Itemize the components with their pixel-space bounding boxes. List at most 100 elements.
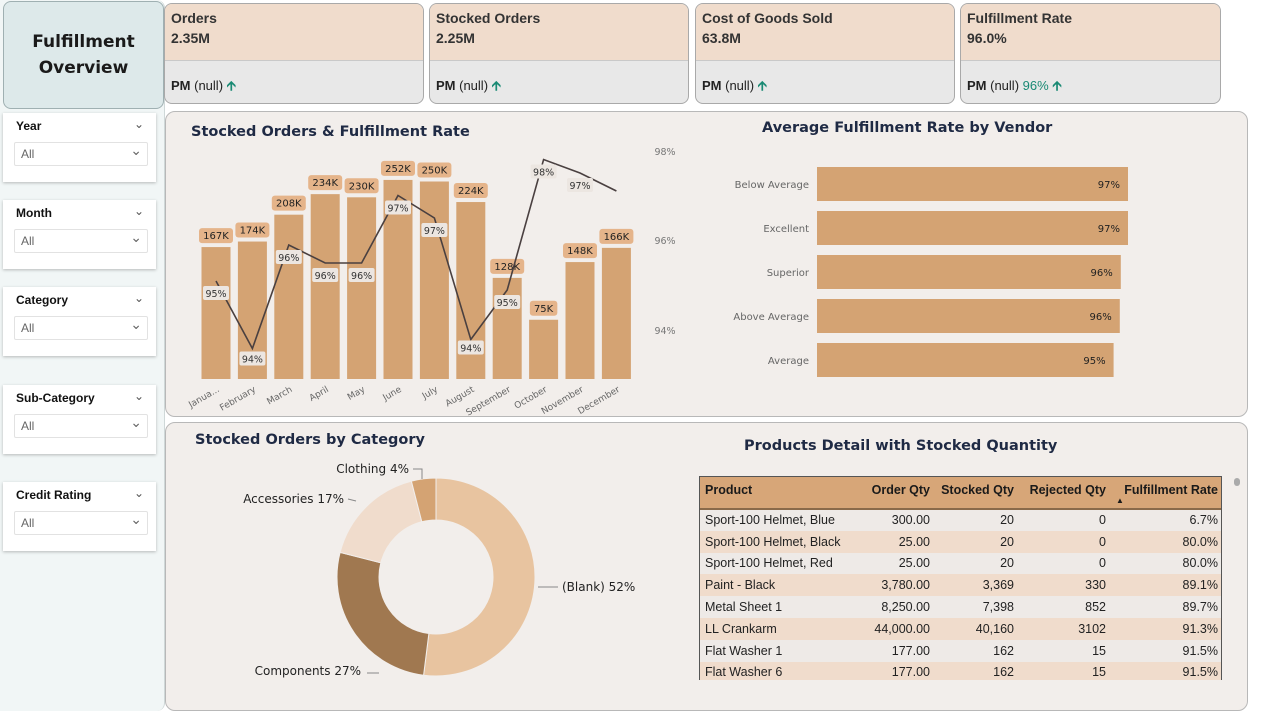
vendor-category-label: Excellent	[763, 224, 809, 235]
bar-september	[492, 277, 522, 379]
table-cell: 0	[1019, 552, 1111, 575]
col-order-qty[interactable]: Order Qty	[863, 477, 935, 510]
line-label: 96%	[351, 271, 372, 282]
y2-tick-label: 94%	[654, 326, 675, 337]
chevron-down-icon: ⌄	[130, 317, 142, 333]
table-row[interactable]: Sport-100 Helmet, Blue 300.00 20 0 6.7%	[700, 509, 1221, 531]
table-cell: 8,250.00	[863, 596, 935, 618]
col-fulfillment-rate[interactable]: Fulfillment Rate ▲	[1111, 477, 1221, 510]
kpi-card-fulfillment-rate: Fulfillment Rate 96.0% PM (null) 96% 🡩	[960, 3, 1221, 104]
kpi-prev-month: PM (null) 🡩	[436, 78, 501, 93]
vendor-category-label: Average	[768, 356, 809, 367]
collapse-chevron-icon[interactable]: ⌄	[133, 117, 144, 131]
page-title-line2: Overview	[38, 58, 129, 78]
data-label-bg	[344, 178, 379, 194]
bar-janua	[201, 247, 231, 379]
vendor-bar	[817, 211, 1128, 245]
data-label-bg	[271, 195, 306, 211]
data-label: 148K	[567, 246, 593, 257]
dropdown-value: All	[21, 147, 35, 161]
collapse-chevron-icon[interactable]: ⌄	[133, 204, 144, 218]
slicer-title: Month	[16, 206, 52, 220]
table-cell: 91.3%	[1111, 617, 1221, 640]
table-cell: 89.7%	[1111, 596, 1221, 618]
combo-chart-title: Stocked Orders & Fulfillment Rate	[191, 124, 470, 140]
collapse-chevron-icon[interactable]: ⌄	[133, 389, 144, 403]
month-dropdown[interactable]: All ⌄	[14, 229, 148, 253]
table-row[interactable]: Metal Sheet 1 8,250.00 7,398 852 89.7%	[700, 596, 1221, 618]
line-label-bg	[239, 351, 266, 366]
table-cell: 80.0%	[1111, 552, 1221, 575]
vendor-bar-label: 96%	[1091, 268, 1113, 279]
col-stocked-qty[interactable]: Stocked Qty	[935, 477, 1019, 510]
credit-rating-dropdown[interactable]: All ⌄	[14, 511, 148, 535]
line-label: 96%	[278, 253, 299, 264]
data-label: 75K	[534, 304, 554, 315]
arrow-up-icon: 🡩	[1052, 78, 1062, 93]
table-row[interactable]: Flat Washer 1 177.00 162 15 91.5%	[700, 639, 1221, 662]
x-tick-label: June	[381, 385, 404, 404]
category-dropdown[interactable]: All ⌄	[14, 316, 148, 340]
table-row[interactable]: Sport-100 Helmet, Black 25.00 20 0 80.0%	[700, 530, 1221, 553]
chevron-down-icon: ⌄	[130, 415, 142, 431]
table-cell: 40,160	[935, 617, 1019, 640]
page-title-line1: Fulfillment	[32, 32, 135, 52]
vendor-bar-label: 97%	[1098, 224, 1120, 235]
kpi-value: 2.35M	[171, 30, 210, 46]
x-tick-label: Janua...	[186, 385, 221, 411]
table-cell: 330	[1019, 574, 1111, 597]
line-label-bg	[494, 295, 521, 309]
arrow-up-icon: 🡩	[757, 78, 767, 93]
slicer-credit-rating: Credit Rating ⌄ All ⌄	[3, 482, 156, 551]
table-cell: 162	[935, 639, 1019, 662]
donut-label: Components 27%	[255, 664, 361, 678]
bar-october	[529, 319, 559, 379]
table-cell: 7,398	[935, 596, 1019, 618]
dropdown-value: All	[21, 234, 35, 248]
line-label-bg	[457, 340, 484, 355]
slicer-title: Credit Rating	[16, 488, 92, 502]
col-product[interactable]: Product	[700, 477, 863, 510]
table-row[interactable]: Sport-100 Helmet, Red 25.00 20 0 80.0%	[700, 552, 1221, 575]
vendor-category-label: Below Average	[735, 180, 809, 191]
col-rejected-qty[interactable]: Rejected Qty	[1019, 477, 1111, 510]
donut-slice-clothing	[410, 477, 437, 523]
y2-tick-label: 98%	[654, 147, 675, 158]
sort-ascending-icon: ▲	[1116, 496, 1124, 505]
donut-slice-components	[336, 551, 430, 676]
arrow-up-icon: 🡩	[491, 78, 501, 93]
x-tick-label: May	[346, 385, 368, 403]
vendor-bar	[817, 343, 1114, 377]
scrollbar-thumb[interactable]	[1234, 478, 1240, 486]
table-cell: 20	[935, 509, 1019, 531]
table-cell: 25.00	[863, 552, 935, 575]
collapse-chevron-icon[interactable]: ⌄	[133, 486, 144, 500]
vendor-bar-label: 95%	[1083, 356, 1105, 367]
dropdown-value: All	[21, 321, 35, 335]
table-scrollbar[interactable]	[1233, 478, 1241, 680]
table-cell: Paint - Black	[700, 574, 863, 597]
table-cell: Metal Sheet 1	[700, 596, 863, 618]
table-row[interactable]: Flat Washer 6 177.00 162 15 91.5%	[700, 661, 1221, 680]
table-row[interactable]: Paint - Black 3,780.00 3,369 330 89.1%	[700, 574, 1221, 597]
data-label: 167K	[203, 231, 229, 242]
collapse-chevron-icon[interactable]: ⌄	[133, 291, 144, 305]
table-cell: 3,369	[935, 574, 1019, 597]
slicer-title: Category	[16, 293, 69, 307]
table-row[interactable]: LL Crankarm 44,000.00 40,160 3102 91.3%	[700, 617, 1221, 640]
vendor-category-label: Superior	[767, 268, 810, 279]
kpi-card-stocked-orders: Stocked Orders 2.25M PM (null) 🡩	[429, 3, 689, 104]
sub-category-dropdown[interactable]: All ⌄	[14, 414, 148, 438]
line-label-bg	[530, 164, 557, 179]
slicer-title: Year	[16, 119, 42, 133]
bar-may	[347, 197, 377, 379]
table-cell: 15	[1019, 639, 1111, 662]
data-label-bg	[308, 175, 343, 191]
line-label: 95%	[497, 298, 518, 309]
year-dropdown[interactable]: All ⌄	[14, 142, 148, 166]
line-label: 94%	[460, 344, 481, 355]
leader-line	[347, 498, 357, 502]
table-cell: Flat Washer 1	[700, 639, 863, 662]
x-tick-label: February	[218, 385, 258, 414]
table-cell: 20	[935, 530, 1019, 553]
